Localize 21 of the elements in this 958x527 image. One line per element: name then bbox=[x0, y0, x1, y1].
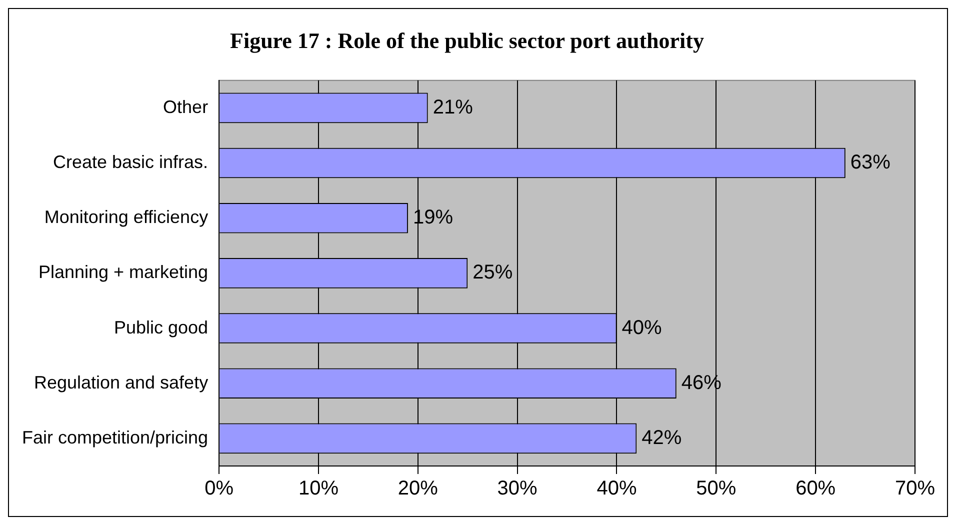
x-tick-label: 10% bbox=[298, 478, 339, 500]
data-label: 63% bbox=[850, 152, 891, 174]
x-tick-label: 50% bbox=[696, 478, 736, 500]
y-tick-label: Planning + marketing bbox=[38, 262, 208, 282]
data-label: 40% bbox=[622, 316, 662, 339]
y-tick-label: Fair competition/pricing bbox=[22, 427, 208, 448]
x-tick-label: 70% bbox=[894, 478, 936, 500]
data-label: 42% bbox=[642, 426, 682, 449]
data-label: 21% bbox=[432, 96, 474, 118]
x-tick-label: 0% bbox=[204, 478, 234, 500]
x-tick-label: 20% bbox=[398, 478, 438, 500]
x-tick-label: 60% bbox=[796, 478, 836, 500]
x-tick-label: 30% bbox=[497, 478, 538, 500]
y-tick-label: Other bbox=[163, 96, 208, 117]
chart-title: Figure 17 : Role of the public sector port authority bbox=[230, 28, 704, 53]
y-tick-label: Monitoring efficiency bbox=[44, 207, 208, 228]
y-tick-label: Create basic infras. bbox=[52, 152, 208, 172]
x-tick-label: 40% bbox=[596, 478, 637, 500]
y-tick-label: Regulation and safety bbox=[34, 372, 208, 392]
data-label: 25% bbox=[472, 262, 513, 284]
y-tick-label: Public good bbox=[114, 317, 208, 338]
